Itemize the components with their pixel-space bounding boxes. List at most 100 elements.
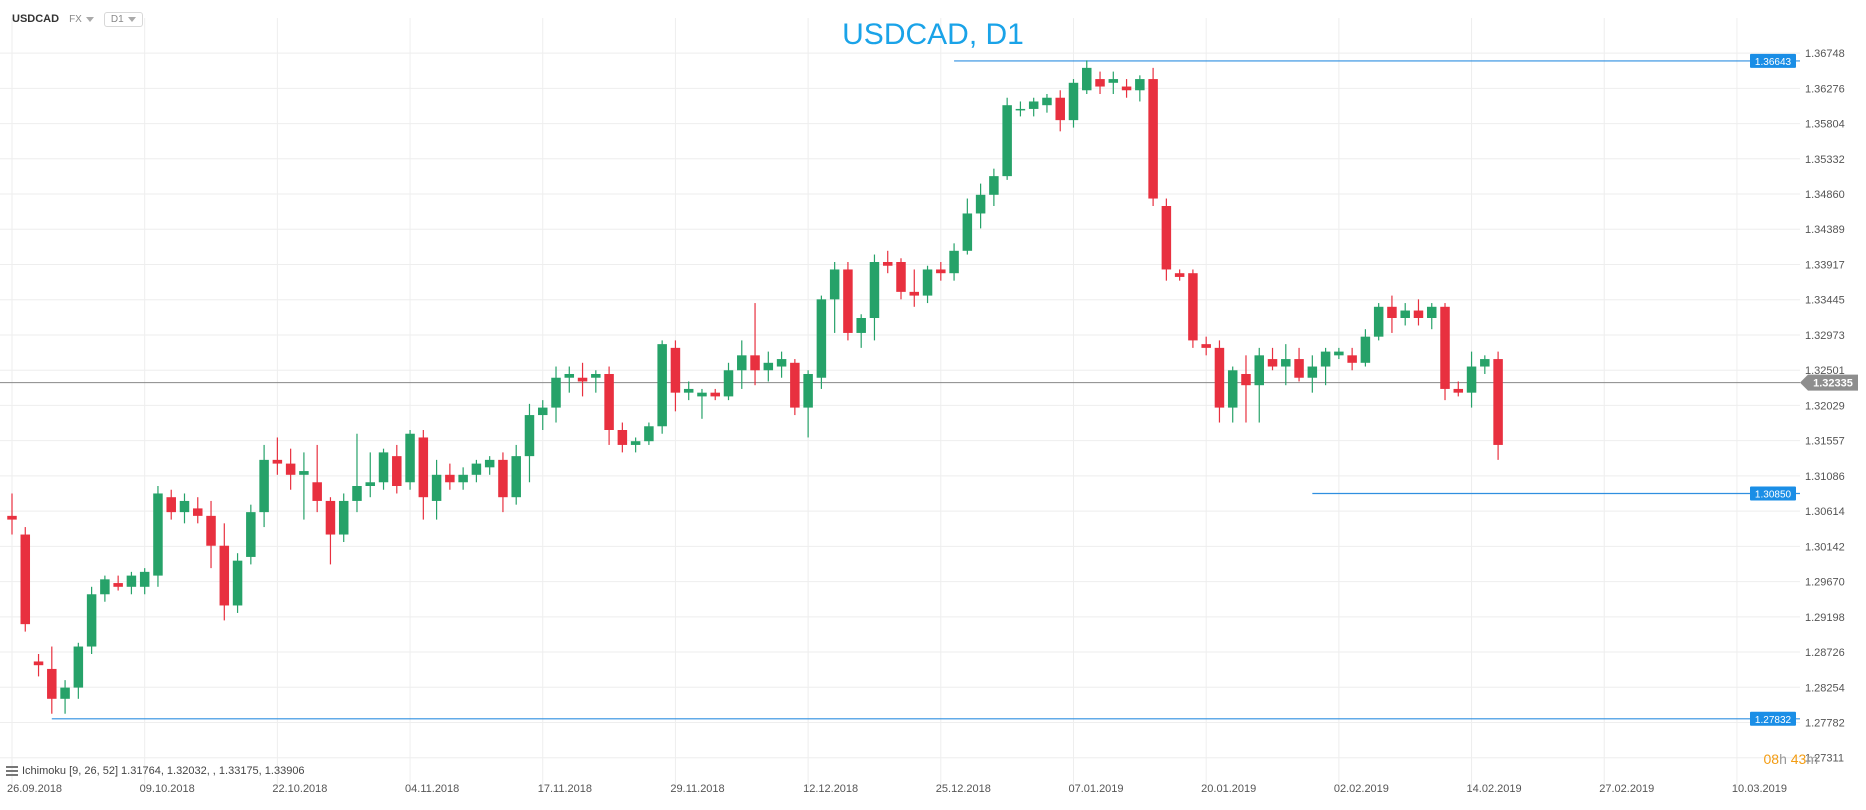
candle-up <box>1320 351 1331 367</box>
candle-down <box>1453 388 1464 393</box>
timer-minutes: 43 <box>1790 751 1807 767</box>
candle-down <box>710 392 720 397</box>
candle-down <box>1387 306 1397 318</box>
candle-down <box>285 463 296 475</box>
candle-down <box>1055 97 1065 121</box>
x-tick-label: 20.01.2019 <box>1201 783 1256 795</box>
candle-up <box>338 500 349 535</box>
y-tick-label: 1.28726 <box>1805 647 1845 659</box>
y-tick-label: 1.27782 <box>1805 718 1845 730</box>
y-tick-label: 1.32501 <box>1805 365 1845 377</box>
x-tick-label: 04.11.2018 <box>405 783 459 795</box>
candle-down <box>193 508 203 516</box>
candle-down <box>113 583 123 587</box>
candle-down <box>312 482 322 501</box>
candle-up <box>511 456 521 498</box>
chart-toolbar: USDCAD FX D1 <box>12 8 143 30</box>
candle-up <box>484 459 495 468</box>
y-tick-label: 1.35804 <box>1805 119 1845 131</box>
candle-down <box>1214 347 1225 408</box>
candle-up <box>1373 306 1384 337</box>
candle-up <box>1108 79 1119 83</box>
candle-up <box>989 176 999 195</box>
x-tick-label: 07.01.2019 <box>1068 783 1123 795</box>
y-tick-label: 1.34389 <box>1805 224 1845 236</box>
level-label-box <box>1750 486 1796 501</box>
candle-up <box>352 486 362 501</box>
y-tick-label: 1.29670 <box>1805 577 1845 589</box>
candle-down <box>909 291 920 296</box>
candle-up <box>1002 105 1012 177</box>
candle-up <box>1480 359 1490 367</box>
candle-up <box>551 377 561 408</box>
candle-down <box>750 355 760 371</box>
y-tick-label: 1.30142 <box>1805 541 1845 553</box>
candle-up <box>126 575 137 587</box>
candle-down <box>843 269 853 333</box>
candle-up <box>723 370 734 397</box>
candle-down <box>445 474 455 483</box>
timeframe-label: D1 <box>110 13 124 25</box>
x-tick-label: 26.09.2018 <box>7 783 62 795</box>
y-tick-label: 1.29198 <box>1805 612 1845 624</box>
x-tick-label: 12.12.2018 <box>803 783 858 795</box>
market-select[interactable]: FX <box>69 14 94 25</box>
x-tick-label: 02.02.2019 <box>1334 783 1389 795</box>
chevron-down-icon <box>85 16 94 22</box>
candle-up <box>737 355 747 371</box>
candle-up <box>246 512 256 557</box>
y-tick-label: 1.36276 <box>1805 83 1845 95</box>
y-tick-label: 1.34860 <box>1805 189 1845 201</box>
candle-up <box>537 407 548 416</box>
x-tick-label: 22.10.2018 <box>272 783 327 795</box>
candle-down <box>166 497 176 513</box>
candle-down <box>936 269 946 274</box>
indicator-legend: Ichimoku [9, 26, 52] 1.31764, 1.32032, ,… <box>6 765 305 777</box>
candle-down <box>1267 359 1278 367</box>
candle-up <box>1042 97 1052 106</box>
current-price-label: 1.32335 <box>1813 378 1853 390</box>
candle-down <box>1174 273 1185 277</box>
y-tick-label: 1.33445 <box>1805 295 1845 307</box>
candle-down <box>882 262 893 266</box>
candle-up <box>299 471 309 475</box>
chart-title: USDCAD, D1 <box>842 18 1024 51</box>
candle-down <box>325 500 336 535</box>
candle-down <box>1440 306 1450 389</box>
candle-down <box>670 347 681 393</box>
candle-up <box>829 269 840 300</box>
timer-minutes-unit: m <box>1806 751 1818 767</box>
y-tick-label: 1.33917 <box>1805 259 1845 271</box>
candle-up <box>869 262 880 318</box>
candle-up <box>1135 79 1145 91</box>
y-tick-label: 1.31557 <box>1805 436 1845 448</box>
x-tick-label: 14.02.2019 <box>1467 783 1522 795</box>
indicator-settings-icon[interactable] <box>6 766 18 776</box>
candle-down <box>1161 206 1172 270</box>
candle-up <box>405 433 415 483</box>
candle-down <box>20 534 31 625</box>
candle-down <box>33 661 44 666</box>
candle-down <box>1493 359 1503 445</box>
level-label-box <box>1750 711 1796 726</box>
x-tick-label: 10.03.2019 <box>1732 783 1787 795</box>
symbol-label[interactable]: USDCAD <box>12 13 60 25</box>
level-label-box <box>1750 53 1796 68</box>
candle-up <box>564 374 575 378</box>
candle-up <box>1334 351 1344 356</box>
candle-up <box>644 426 654 442</box>
x-tick-label: 09.10.2018 <box>140 783 195 795</box>
y-tick-label: 1.31086 <box>1805 471 1845 483</box>
candle-up <box>763 362 774 371</box>
candle-down <box>7 515 17 520</box>
candle-up <box>922 269 933 296</box>
y-tick-label: 1.30614 <box>1805 506 1845 518</box>
candle-down <box>1188 273 1198 341</box>
candle-up <box>471 463 482 475</box>
timeframe-select[interactable]: D1 <box>103 11 143 27</box>
candle-up <box>431 474 442 501</box>
candle-up <box>60 687 70 699</box>
candle-up <box>657 344 667 427</box>
candle-up <box>1082 67 1092 91</box>
